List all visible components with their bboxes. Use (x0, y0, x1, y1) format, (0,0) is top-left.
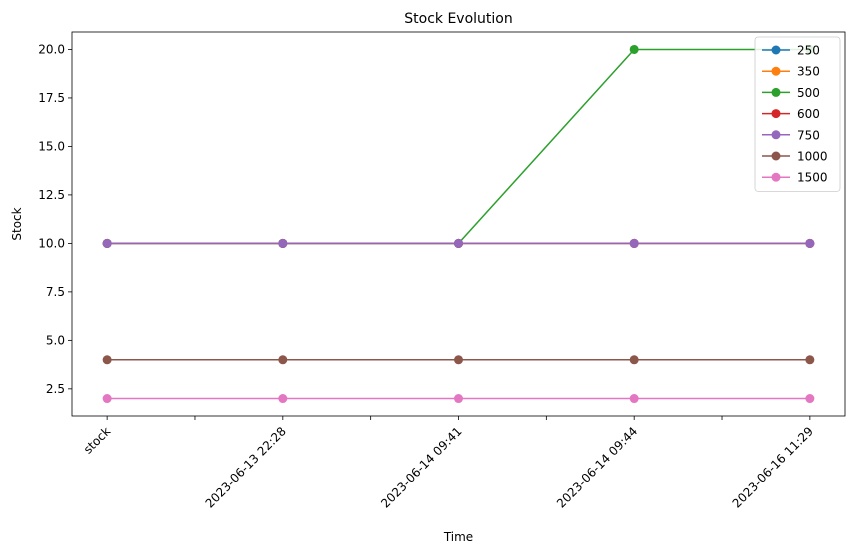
y-tick-label: 15.0 (38, 139, 65, 153)
legend-label: 1500 (797, 171, 828, 185)
data-point (102, 355, 112, 365)
legend: 250 350 500 600 750 1000 1500 (754, 36, 841, 192)
x-tick-label: 2023-06-14 09:41 (378, 424, 464, 510)
x-tick-label: 2023-06-13 22:28 (203, 424, 289, 510)
legend-label: 750 (797, 128, 820, 142)
data-point (629, 44, 639, 54)
y-tick-label: 10.0 (38, 236, 65, 250)
legend-label: 500 (797, 86, 820, 100)
legend-swatch-marker (771, 130, 781, 140)
data-point (102, 238, 112, 248)
data-point (278, 394, 288, 404)
y-tick-label: 20.0 (38, 42, 65, 56)
data-point (629, 238, 639, 248)
legend-swatch-marker (771, 109, 781, 119)
data-point (278, 238, 288, 248)
y-tick-label: 17.5 (38, 91, 65, 105)
legend-label: 350 (797, 65, 820, 79)
series-750 (102, 238, 815, 248)
series-line (107, 48, 810, 245)
legend-swatch-marker (771, 45, 781, 55)
data-point (805, 238, 815, 248)
series-1000 (102, 355, 815, 365)
data-point (454, 238, 463, 248)
series-500 (102, 44, 815, 248)
data-point (102, 394, 112, 404)
data-point (629, 355, 639, 365)
y-tick-label: 7.5 (46, 285, 65, 299)
x-tick-label: 2023-06-16 11:29 (730, 424, 816, 510)
data-point (805, 355, 815, 365)
data-point (629, 394, 639, 404)
data-point (454, 355, 463, 365)
data-point (805, 394, 815, 404)
legend-swatch-marker (771, 87, 781, 97)
legend-swatch-marker (771, 172, 781, 182)
x-tick-label: 2023-06-14 09:44 (554, 424, 640, 510)
legend-label: 250 (797, 44, 820, 58)
legend-label: 600 (797, 107, 820, 121)
y-tick-label: 12.5 (38, 188, 65, 202)
x-axis-title: Time (443, 530, 473, 544)
data-point (454, 394, 463, 404)
series-1500 (102, 394, 815, 404)
y-tick-label: 2.5 (46, 382, 65, 396)
legend-label: 1000 (797, 150, 828, 164)
data-point (278, 355, 288, 365)
legend-swatch-marker (771, 151, 781, 161)
legend-swatch-marker (771, 66, 781, 76)
x-tick-label: stock (81, 424, 113, 456)
chart-title: Stock Evolution (404, 11, 512, 27)
y-axis-title: Stock (10, 207, 24, 240)
plot-area: 2.5 5.0 7.5 10.0 12.5 15.0 17.5 20.0 stock 2023-0… (38, 31, 846, 511)
y-tick-label: 5.0 (46, 333, 65, 347)
